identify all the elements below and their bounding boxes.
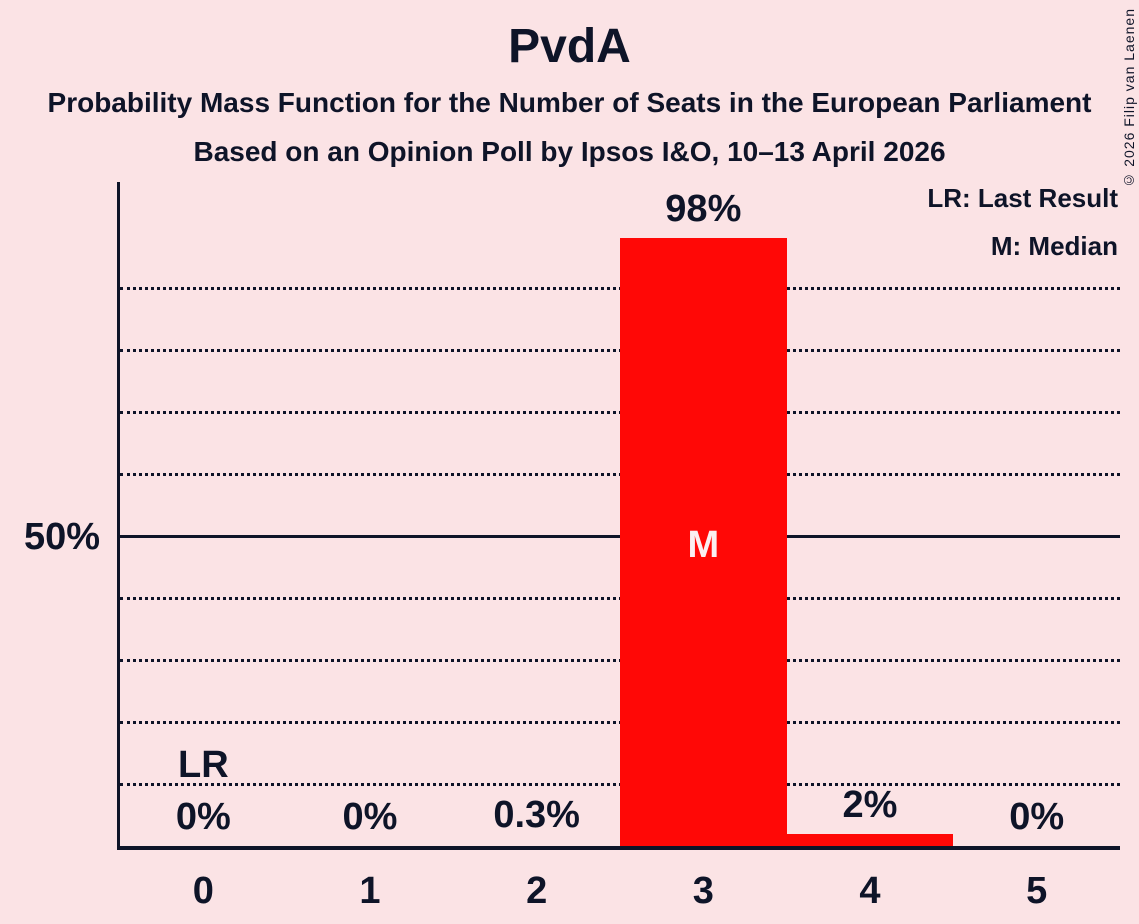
x-tick-label-1: 1 <box>359 870 381 912</box>
chart-subtitle: Probability Mass Function for the Number… <box>47 87 1092 118</box>
value-label-seat-0: 0% <box>175 796 231 838</box>
bar-seat-3 <box>620 238 787 846</box>
x-tick-label-2: 2 <box>526 870 548 912</box>
value-label-seat-3: 98% <box>665 188 742 231</box>
legend-last-result-label: LR: Last Result <box>927 183 1118 213</box>
value-label-seat-1: 0% <box>342 796 398 838</box>
plot-area: 0% 0 0% 1 0.3% 2 98% 3 2% 4 0% 5 LR M <box>117 182 1120 910</box>
x-tick-label-3: 3 <box>692 870 714 912</box>
copyright-text: © 2026 Filip van Laenen <box>1121 8 1137 189</box>
x-tick-label-4: 4 <box>859 870 881 912</box>
y-axis-tick-label-50: 50% <box>24 516 101 558</box>
x-tick-label-0: 0 <box>192 870 214 912</box>
value-label-seat-5: 0% <box>1009 796 1065 838</box>
last-result-marker: LR <box>178 744 229 786</box>
x-tick-label-5: 5 <box>1026 870 1048 912</box>
bar-seat-4 <box>786 833 954 846</box>
chart-subtitle-source: Based on an Opinion Poll by Ipsos I&O, 1… <box>193 136 946 167</box>
chart-title: PvdA <box>508 20 631 73</box>
value-label-seat-2: 0.3% <box>493 794 580 837</box>
value-label-seat-4: 2% <box>842 783 898 826</box>
median-marker: M <box>687 524 720 566</box>
legend-median-label: M: Median <box>990 231 1118 261</box>
